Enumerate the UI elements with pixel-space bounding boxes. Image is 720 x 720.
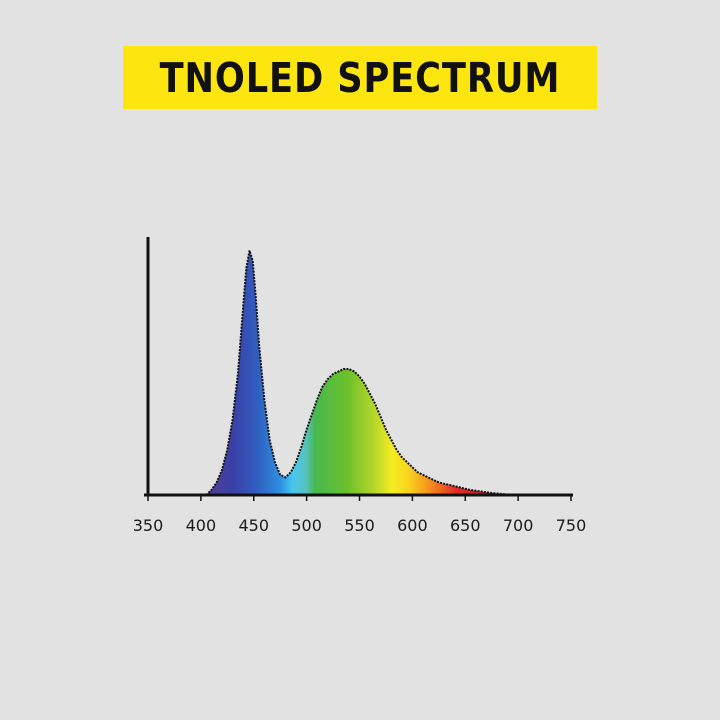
x-tick-label: 500 [291, 516, 322, 535]
x-tick-label: 550 [344, 516, 375, 535]
x-tick-label: 350 [133, 516, 164, 535]
x-tick-label: 750 [556, 516, 587, 535]
x-tick-label: 450 [238, 516, 269, 535]
chart-title: TNOLED SPECTRUM [159, 53, 561, 102]
x-tick-label: 650 [450, 516, 481, 535]
x-tick-label: 600 [397, 516, 428, 535]
title-banner: TNOLED SPECTRUM [123, 46, 597, 109]
x-tick-label: 700 [503, 516, 534, 535]
x-tick-label: 400 [186, 516, 217, 535]
spectrum-area [206, 250, 519, 495]
